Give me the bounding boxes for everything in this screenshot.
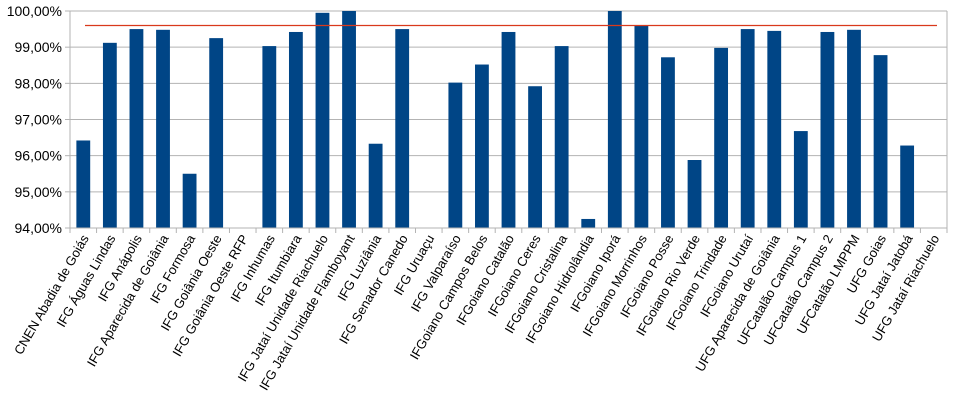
y-axis-ticks: 94,00% 95,00% 96,00% 97,00% 98,00% 99,00% 100,…: [7, 3, 70, 236]
bar: [793, 131, 808, 228]
axes: [69, 11, 948, 233]
bar: [288, 31, 303, 228]
bar: [102, 42, 117, 229]
bar: [820, 31, 835, 228]
y-tick-label: 97,00%: [15, 112, 62, 128]
bar: [607, 11, 622, 228]
bar: [873, 55, 888, 228]
y-tick-label: 98,00%: [15, 75, 62, 91]
bar: [129, 29, 144, 229]
bar: [581, 218, 596, 228]
bar: [767, 30, 782, 229]
y-tick-label: 95,00%: [15, 184, 62, 200]
bar: [156, 29, 170, 228]
bar: [395, 29, 410, 229]
bar: [687, 160, 702, 228]
bars: [76, 11, 915, 229]
bar: [847, 29, 861, 228]
bar: [342, 11, 356, 228]
bar: [76, 140, 91, 228]
bar: [209, 38, 224, 228]
bar: [315, 12, 330, 228]
y-tick-label: 99,00%: [15, 39, 62, 55]
bar: [501, 31, 516, 228]
bar: [448, 82, 463, 228]
bar: [554, 46, 569, 228]
bar: [900, 145, 915, 228]
y-tick-label: 100,00%: [7, 3, 62, 19]
bar: [634, 25, 649, 228]
bar: [661, 57, 675, 228]
bar: [528, 86, 542, 228]
bar: [475, 64, 489, 228]
bar: [182, 173, 197, 228]
bar: [262, 46, 277, 228]
bar: [368, 143, 383, 228]
bar: [740, 29, 755, 229]
y-tick-label: 94,00%: [15, 220, 62, 236]
bar: [714, 47, 729, 228]
y-tick-label: 96,00%: [15, 148, 62, 164]
